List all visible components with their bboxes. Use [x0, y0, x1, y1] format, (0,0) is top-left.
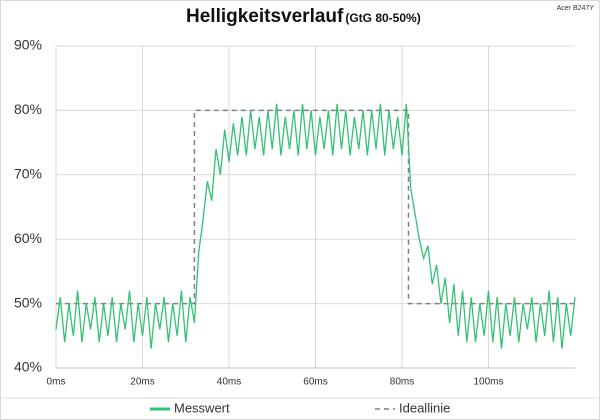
y-tick-label: 70%: [14, 166, 42, 182]
y-tick-label: 50%: [14, 294, 42, 310]
annotation: Acer B247Y: [557, 5, 595, 12]
x-tick-label: 60ms: [303, 377, 327, 388]
y-tick-label: 80%: [14, 101, 42, 117]
chart-subtitle: (GtG 80-50%): [345, 11, 420, 25]
x-tick-label: 40ms: [217, 377, 241, 388]
x-tick-label: 80ms: [390, 377, 414, 388]
series-line: [56, 109, 575, 305]
y-tick-label: 40%: [14, 359, 42, 375]
y-tick-label: 90%: [14, 37, 42, 53]
legend-label: Ideallinie: [399, 400, 450, 415]
legend-label: Messwert: [174, 400, 230, 415]
x-tick-label: 20ms: [130, 377, 154, 388]
series-line: [55, 103, 576, 349]
y-tick-label: 60%: [14, 230, 42, 246]
chart-title: Helligkeitsverlauf: [186, 6, 344, 27]
x-tick-label: 0ms: [47, 377, 66, 388]
x-tick-label: 100ms: [473, 377, 503, 388]
